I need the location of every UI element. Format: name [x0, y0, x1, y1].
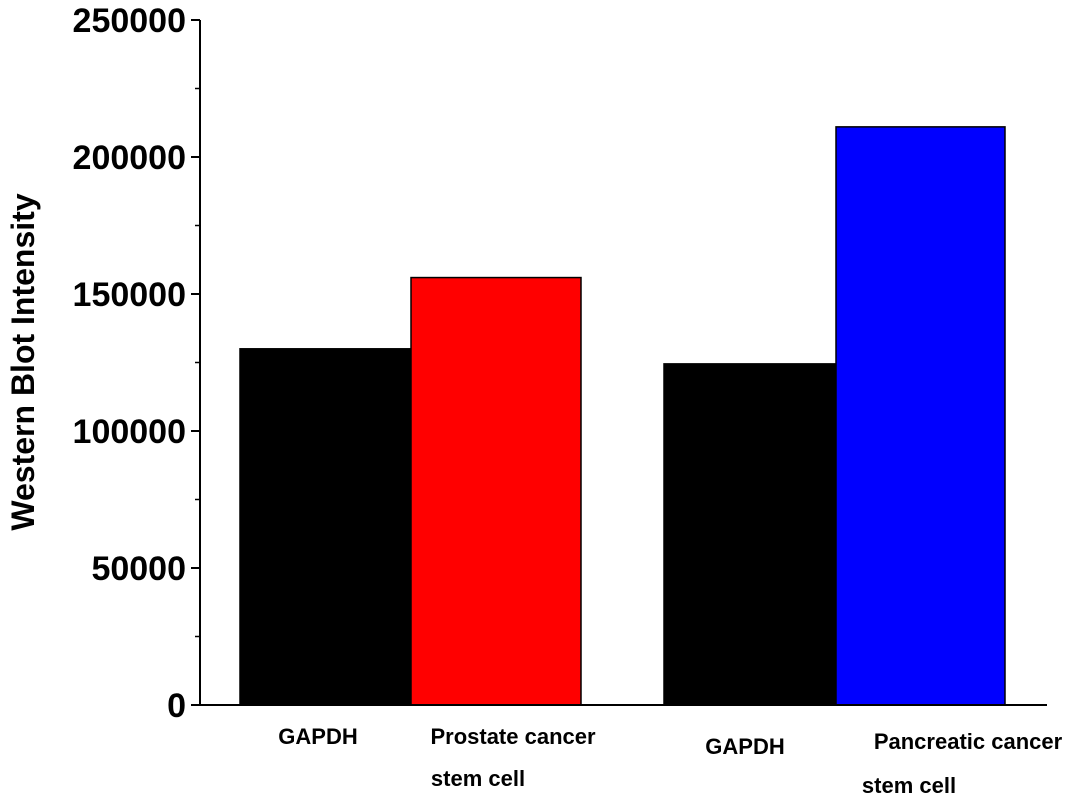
bar-3	[663, 363, 837, 706]
y-tick-label: 50000	[91, 550, 186, 588]
x-category-label: stem cell	[431, 766, 525, 791]
y-ticks-group: 0 50000 100000 150000 200000 250000	[73, 2, 200, 725]
x-category-label: stem cell	[862, 773, 956, 795]
x-category-label: Prostate cancer	[430, 724, 596, 749]
y-tick-label: 150000	[73, 276, 186, 314]
x-category-label: GAPDH	[705, 734, 784, 759]
x-category-label: Pancreatic cancer	[874, 729, 1063, 754]
y-tick-label: 100000	[73, 413, 186, 451]
y-axis-title: Western Blot Intensity	[5, 193, 41, 530]
y-tick-label: 0	[167, 687, 186, 725]
bar-4	[835, 126, 1006, 706]
bar-2	[410, 276, 582, 706]
x-category-labels: GAPDH Prostate cancer stem cell GAPDH Pancre…	[278, 724, 1062, 795]
y-tick-label: 250000	[73, 2, 186, 40]
y-tick-label: 200000	[73, 139, 186, 177]
bars-group	[239, 126, 1006, 706]
bar-1	[239, 348, 412, 706]
x-category-label: GAPDH	[278, 724, 357, 749]
